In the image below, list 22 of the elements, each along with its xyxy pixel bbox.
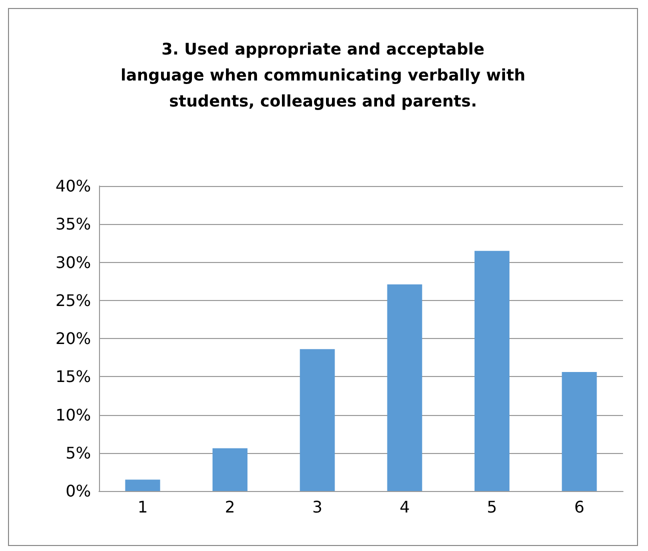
x-tick-label: 3	[312, 498, 322, 516]
y-tick-label: 20%	[55, 329, 91, 348]
y-tick-label: 35%	[55, 214, 91, 234]
y-tick-label: 10%	[55, 405, 91, 424]
bar	[562, 372, 597, 491]
x-tick-label: 6	[574, 498, 584, 516]
x-tick-label: 4	[400, 498, 410, 516]
bar	[300, 349, 335, 491]
x-tick-label: 2	[224, 498, 236, 516]
y-tick-label: 15%	[55, 367, 91, 386]
y-tick-label: 5%	[66, 443, 91, 462]
y-tick-label: 30%	[55, 252, 91, 272]
bar	[125, 480, 160, 491]
chart-title: 3. Used appropriate and acceptable language when communicating verbally with students, colleagues and parents.	[120, 40, 526, 110]
y-tick-label: 25%	[55, 290, 91, 310]
bar	[387, 284, 422, 491]
bar	[474, 250, 510, 491]
x-tick-label: 5	[486, 498, 498, 516]
x-tick-label: 1	[138, 498, 148, 516]
y-tick-label: 40%	[55, 176, 91, 196]
y-tick-label: 0%	[66, 482, 91, 500]
bar	[212, 448, 248, 491]
